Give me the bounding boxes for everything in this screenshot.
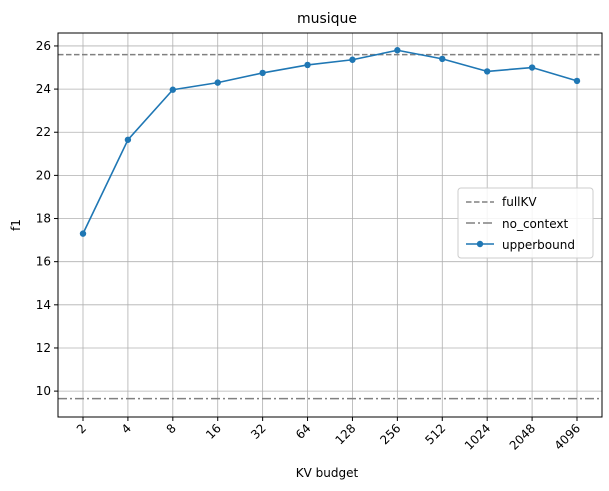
y-tick-label: 26 — [36, 39, 51, 53]
x-tick-label: 256 — [377, 421, 403, 447]
x-tick-label: 2 — [74, 421, 89, 436]
y-tick-label: 16 — [36, 255, 51, 269]
data-point-upperbound — [125, 137, 131, 143]
legend-label-upperbound: upperbound — [502, 238, 575, 252]
legend-marker-upperbound — [477, 241, 483, 247]
x-tick-label: 4 — [119, 421, 134, 436]
y-tick-label: 24 — [36, 82, 51, 96]
data-point-upperbound — [259, 70, 265, 76]
x-tick-label: 2048 — [507, 421, 538, 452]
data-point-upperbound — [80, 230, 86, 236]
x-tick-label: 32 — [248, 421, 269, 442]
x-axis-title: KV budget — [296, 466, 359, 480]
y-tick-label: 18 — [36, 212, 51, 226]
x-tick-label: 8 — [164, 421, 179, 436]
x-tick-label: 1024 — [462, 421, 493, 452]
x-tick-label: 4096 — [552, 421, 583, 452]
data-point-upperbound — [349, 57, 355, 63]
legend-label-no-context: no_context — [502, 217, 568, 231]
y-axis-ticks: 10 12 14 16 18 20 22 24 26 — [36, 39, 58, 398]
data-point-upperbound — [304, 62, 310, 68]
x-tick-label: 128 — [332, 421, 358, 447]
data-point-upperbound — [529, 64, 535, 70]
y-axis-title: f1 — [9, 219, 23, 231]
data-point-upperbound — [439, 56, 445, 62]
data-point-upperbound — [394, 47, 400, 53]
x-axis-ticks: 2 4 8 16 32 64 128 256 512 1024 2048 4096 — [74, 417, 583, 453]
legend: fullKV no_context upperbound — [458, 188, 593, 258]
data-point-upperbound — [170, 87, 176, 93]
x-tick-label: 16 — [203, 421, 224, 442]
y-tick-label: 12 — [36, 341, 51, 355]
x-tick-label: 64 — [293, 421, 314, 442]
y-tick-label: 14 — [36, 298, 51, 312]
y-tick-label: 20 — [36, 168, 51, 182]
data-point-upperbound — [574, 78, 580, 84]
y-tick-label: 22 — [36, 125, 51, 139]
data-point-upperbound — [215, 79, 221, 85]
data-point-upperbound — [484, 68, 490, 74]
chart-title: musique — [297, 11, 357, 27]
y-tick-label: 10 — [36, 384, 51, 398]
legend-label-fullKV: fullKV — [502, 195, 537, 209]
x-tick-label: 512 — [422, 421, 448, 447]
